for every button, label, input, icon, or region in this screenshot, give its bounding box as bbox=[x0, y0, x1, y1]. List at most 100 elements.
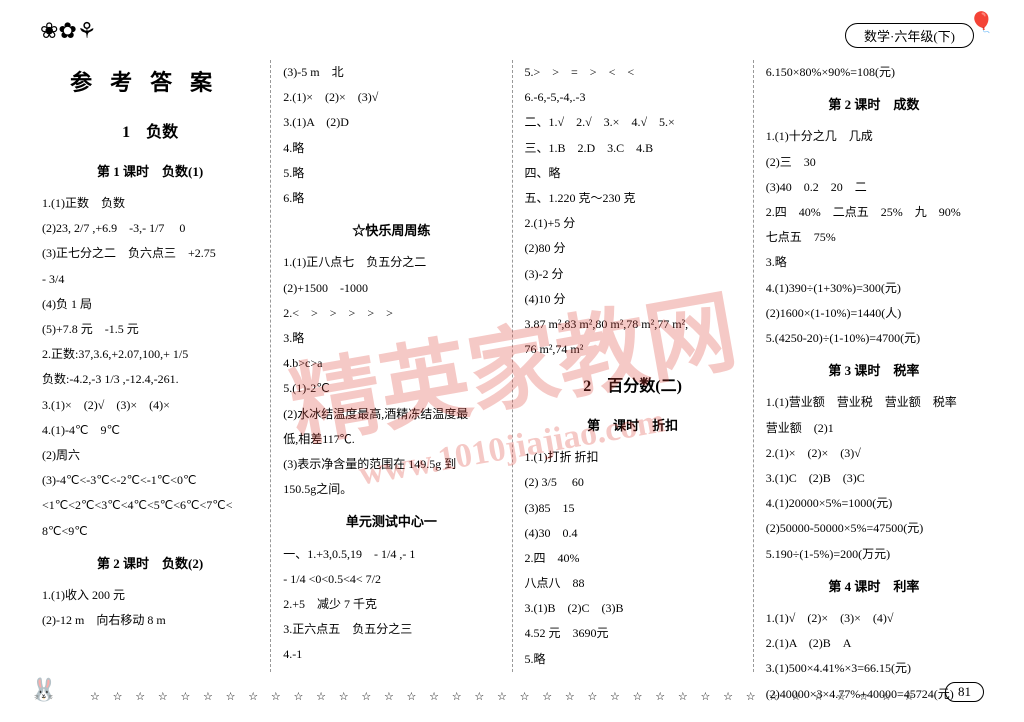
main-title: 参考答案 bbox=[42, 60, 258, 106]
page-footer: 🐰 ☆ ☆ ☆ ☆ ☆ ☆ ☆ ☆ ☆ ☆ ☆ ☆ ☆ ☆ ☆ ☆ ☆ ☆ ☆ … bbox=[30, 682, 984, 712]
answer-line: (3)正七分之二 负六点三 +2.75 bbox=[42, 241, 258, 266]
test-1-title: 单元测试中心一 bbox=[283, 508, 499, 535]
answer-line: 3.(1)C (2)B (3)C bbox=[766, 466, 982, 491]
answer-line: (5)+7.8 元 -1.5 元 bbox=[42, 317, 258, 342]
answer-line: 一、1.+3,0.5,19 - 1/4 ,- 1 bbox=[283, 542, 499, 567]
answer-line: (2)-12 m 向右移动 8 m bbox=[42, 608, 258, 633]
answer-line: (2)23, 2/7 ,+6.9 -3,- 1/7 0 bbox=[42, 216, 258, 241]
answer-line: 2.+5 减少 7 千克 bbox=[283, 592, 499, 617]
column-2: (3)-5 m 北 2.(1)× (2)× (3)√ 3.(1)A (2)D 4… bbox=[271, 60, 512, 672]
answer-line: 八点八 88 bbox=[525, 571, 741, 596]
star-border: ☆ ☆ ☆ ☆ ☆ ☆ ☆ ☆ ☆ ☆ ☆ ☆ ☆ ☆ ☆ ☆ ☆ ☆ ☆ ☆ … bbox=[90, 690, 914, 703]
answer-line: (3)85 15 bbox=[525, 496, 741, 521]
answer-line: 5.> > = > < < bbox=[525, 60, 741, 85]
answer-line: 2.(1)× (2)× (3)√ bbox=[283, 85, 499, 110]
answer-line: 1.(1)十分之几 几成 bbox=[766, 124, 982, 149]
answer-line: 1.(1)正八点七 负五分之二 bbox=[283, 250, 499, 275]
answer-line: 三、1.B 2.D 3.C 4.B bbox=[525, 136, 741, 161]
lesson-1-1-title: 第 1 课时 负数(1) bbox=[42, 158, 258, 185]
answer-line: (4)10 分 bbox=[525, 287, 741, 312]
column-4: 6.150×80%×90%=108(元) 第 2 课时 成数 1.(1)十分之几… bbox=[754, 60, 994, 672]
answer-line: (3)-2 分 bbox=[525, 262, 741, 287]
answer-line: (2)80 分 bbox=[525, 236, 741, 261]
answer-line: 3.(1)× (2)√ (3)× (4)× bbox=[42, 393, 258, 418]
answer-line: 5.略 bbox=[283, 161, 499, 186]
answer-line: 营业额 (2)1 bbox=[766, 416, 982, 441]
answer-line: (3)-5 m 北 bbox=[283, 60, 499, 85]
answer-line: 负数:-4.2,-3 1/3 ,-12.4,-261. bbox=[42, 367, 258, 392]
answer-line: (4)负 1 局 bbox=[42, 292, 258, 317]
unit-2-title: 2 百分数(二) bbox=[525, 370, 741, 404]
answer-line: 低,相差117℃. bbox=[283, 427, 499, 452]
answer-line: - 1/4 <0<0.5<4< 7/2 bbox=[283, 567, 499, 592]
answer-line: (3)-4℃<-3℃<-2℃<-1℃<0℃ bbox=[42, 468, 258, 493]
lesson-2-3-title: 第 3 课时 税率 bbox=[766, 357, 982, 384]
answer-line: 七点五 75% bbox=[766, 225, 982, 250]
answer-line: 6.150×80%×90%=108(元) bbox=[766, 60, 982, 85]
answer-line: 2.(1)A (2)B A bbox=[766, 631, 982, 656]
page-header: ❀✿⚘ 数学·六年级(下) 🎈 bbox=[30, 18, 994, 58]
answer-line: (2)水冰结温度最高,酒精冻结温度最 bbox=[283, 402, 499, 427]
answer-line: 1.(1)收入 200 元 bbox=[42, 583, 258, 608]
answer-line: 4.b>c>a bbox=[283, 351, 499, 376]
answer-line: 3.(1)A (2)D bbox=[283, 110, 499, 135]
answer-line: 5.(1)-2℃ bbox=[283, 376, 499, 401]
answer-line: 3.略 bbox=[283, 326, 499, 351]
answer-line: - 3/4 bbox=[42, 267, 258, 292]
answer-line: 四、略 bbox=[525, 161, 741, 186]
lesson-1-2-title: 第 2 课时 负数(2) bbox=[42, 550, 258, 577]
answer-line: <1℃<2℃<3℃<4℃<5℃<6℃<7℃< bbox=[42, 493, 258, 518]
answer-line: 二、1.√ 2.√ 3.× 4.√ 5.× bbox=[525, 110, 741, 135]
answer-line: 4.(1)-4℃ 9℃ bbox=[42, 418, 258, 443]
answer-line: (2)50000-50000×5%=47500(元) bbox=[766, 516, 982, 541]
answer-line: 1.(1)正数 负数 bbox=[42, 191, 258, 216]
answer-line: 五、1.220 克～230 克 bbox=[525, 186, 741, 211]
rabbit-icon: 🐰 bbox=[30, 677, 57, 703]
answer-line: (3)40 0.2 20 二 bbox=[766, 175, 982, 200]
answer-line: 150.5g之间。 bbox=[283, 477, 499, 502]
answer-line: 1.(1)√ (2)× (3)× (4)√ bbox=[766, 606, 982, 631]
weekly-title: ☆快乐周周练 bbox=[283, 217, 499, 244]
answer-line: 5.略 bbox=[525, 647, 741, 672]
answer-line: 3.(1)B (2)C (3)B bbox=[525, 596, 741, 621]
answer-line: 2.四 40% 二点五 25% 九 90% bbox=[766, 200, 982, 225]
answer-line: (3)表示净含量的范围在 149.5g 到 bbox=[283, 452, 499, 477]
answer-line: 3.正六点五 负五分之三 bbox=[283, 617, 499, 642]
answer-line: (2)三 30 bbox=[766, 150, 982, 175]
answer-line: 76 m²,74 m² bbox=[525, 337, 741, 362]
answer-line: 5.(4250-20)÷(1-10%)=4700(元) bbox=[766, 326, 982, 351]
decoration-icon: ❀✿⚘ bbox=[40, 18, 97, 44]
unit-1-title: 1 负数 bbox=[42, 116, 258, 150]
answer-line: 4.52 元 3690元 bbox=[525, 621, 741, 646]
column-3: 5.> > = > < < 6.-6,-5,-4,.-3 二、1.√ 2.√ 3… bbox=[513, 60, 754, 672]
subject-badge: 数学·六年级(下) bbox=[845, 23, 974, 48]
answer-line: 6.略 bbox=[283, 186, 499, 211]
answer-line: 5.190÷(1-5%)=200(万元) bbox=[766, 542, 982, 567]
answer-line: 1.(1)营业额 营业税 营业额 税率 bbox=[766, 390, 982, 415]
answer-line: 6.-6,-5,-4,.-3 bbox=[525, 85, 741, 110]
answer-line: 3.(1)500×4.41%×3=66.15(元) bbox=[766, 656, 982, 681]
answer-line: (2)周六 bbox=[42, 443, 258, 468]
answer-line: (2)1600×(1-10%)=1440(人) bbox=[766, 301, 982, 326]
answer-line: 4.(1)20000×5%=1000(元) bbox=[766, 491, 982, 516]
page-number: 81 bbox=[945, 682, 984, 702]
lesson-2-1-title: 第 课时 折扣 bbox=[525, 412, 741, 439]
answer-line: 3.87 m²,83 m²,80 m²,78 m²,77 m², bbox=[525, 312, 741, 337]
answer-line: 2.正数:37,3.6,+2.07,100,+ 1/5 bbox=[42, 342, 258, 367]
answer-line: 3.略 bbox=[766, 250, 982, 275]
answer-line: 4.(1)390÷(1+30%)=300(元) bbox=[766, 276, 982, 301]
answer-line: (2)+1500 -1000 bbox=[283, 276, 499, 301]
answer-line: 4.略 bbox=[283, 136, 499, 161]
answer-line: 1.(1)打折 折扣 bbox=[525, 445, 741, 470]
answer-line: (2) 3/5 60 bbox=[525, 470, 741, 495]
answer-line: 8℃<9℃ bbox=[42, 519, 258, 544]
answer-line: 2.(1)+5 分 bbox=[525, 211, 741, 236]
answer-line: (4)30 0.4 bbox=[525, 521, 741, 546]
answer-line: 4.-1 bbox=[283, 642, 499, 667]
answer-line: 2.四 40% bbox=[525, 546, 741, 571]
balloon-icon: 🎈 bbox=[969, 10, 994, 35]
lesson-2-4-title: 第 4 课时 利率 bbox=[766, 573, 982, 600]
answer-line: 2.< > > > > > bbox=[283, 301, 499, 326]
answer-line: 2.(1)× (2)× (3)√ bbox=[766, 441, 982, 466]
lesson-2-2-title: 第 2 课时 成数 bbox=[766, 91, 982, 118]
